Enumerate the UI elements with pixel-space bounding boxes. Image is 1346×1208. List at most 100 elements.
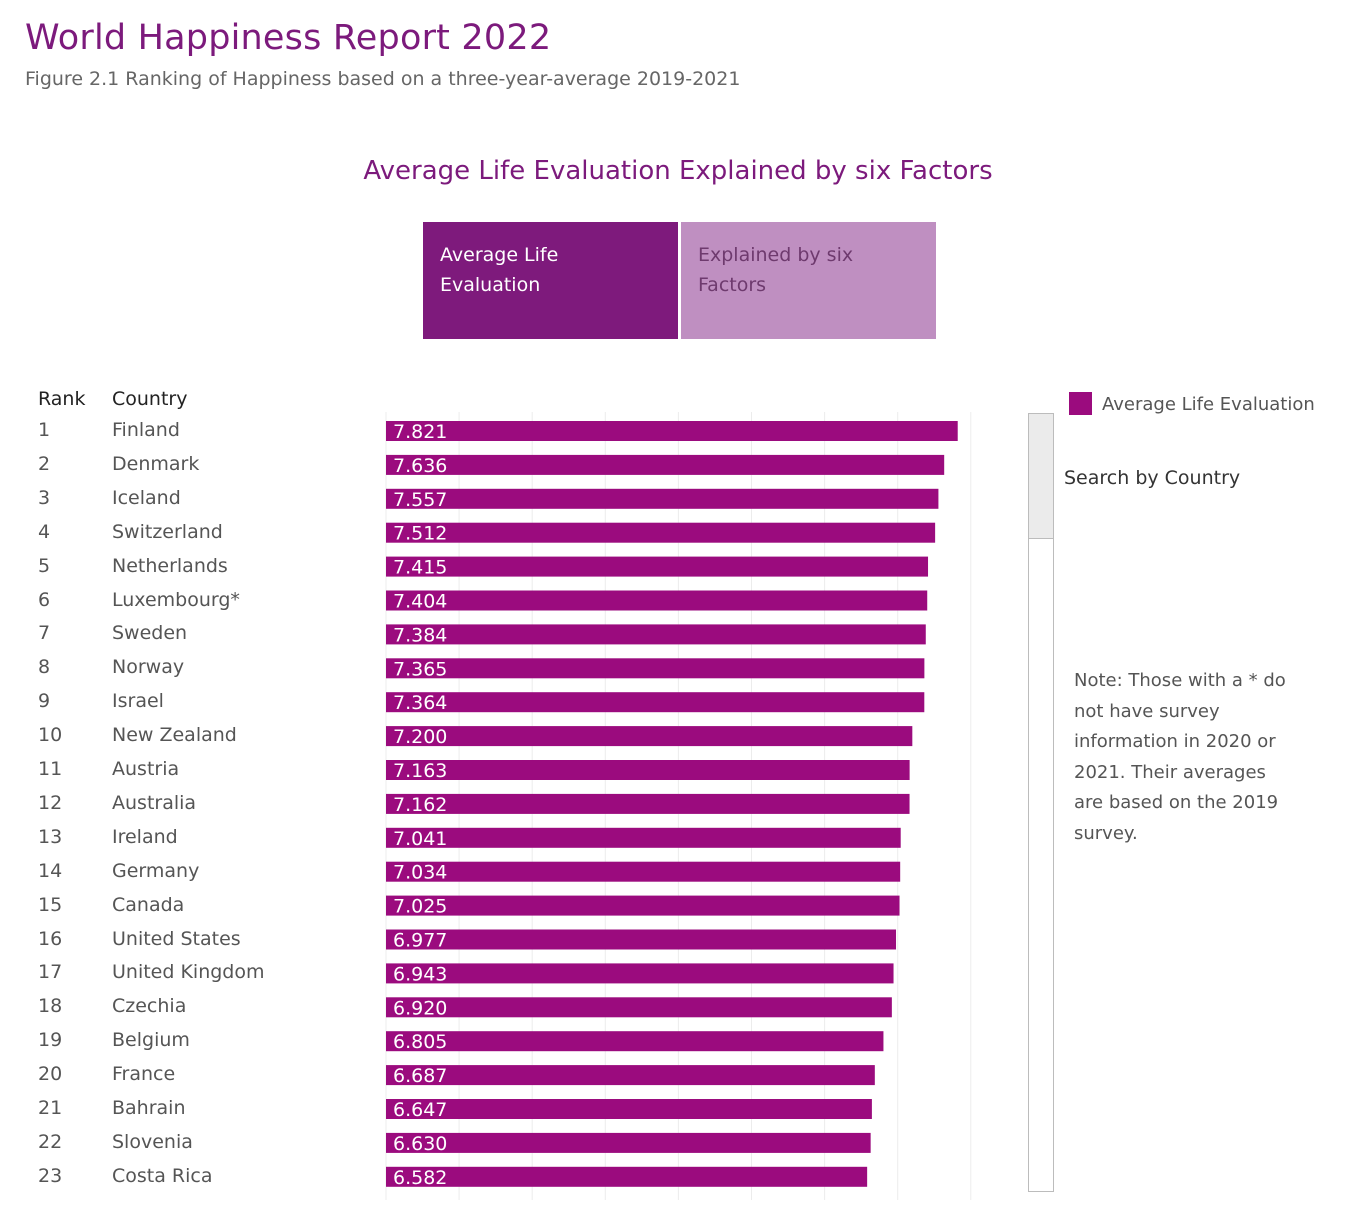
bar-czechia[interactable] [386,997,892,1018]
bar-israel[interactable] [386,692,925,713]
bar-value-label: 6.687 [393,1065,447,1087]
explained-by-six-factors-toggle[interactable]: Explained by six Factors [681,222,936,339]
country-column-header: Country [112,388,188,410]
page-title: World Happiness Report 2022 [25,18,552,58]
country-cell: Norway [112,656,185,679]
country-cell: United States [112,927,241,950]
rank-cell: 7 [38,622,51,645]
rank-column-header: Rank [38,388,86,410]
chart-heading: Average Life Evaluation Explained by six… [363,156,993,186]
rank-cell: 9 [38,690,51,713]
bar-new-zealand[interactable] [386,726,913,747]
bar-united-states[interactable] [386,929,897,950]
country-cell: Luxembourg* [112,588,240,611]
page-subtitle: Figure 2.1 Ranking of Happiness based on… [25,68,741,90]
bar-value-label: 7.041 [393,828,447,850]
rank-cell: 14 [38,859,63,882]
country-cell: Germany [112,859,200,882]
bar-france[interactable] [386,1065,875,1086]
bar-value-label: 7.025 [393,896,447,918]
bar-value-label: 7.034 [393,862,447,884]
rank-cell: 4 [38,520,51,543]
rank-cell: 5 [38,554,51,577]
average-life-evaluation-toggle-label: Average Life Evaluation [440,244,559,296]
bar-netherlands[interactable] [386,556,929,577]
rank-cell: 17 [38,961,63,984]
country-cell: Czechia [112,995,187,1018]
rank-cell: 11 [38,758,63,780]
bar-canada[interactable] [386,895,900,916]
rank-cell: 15 [38,893,63,916]
bar-finland[interactable] [386,421,958,441]
rank-cell: 12 [38,791,63,814]
country-cell: Australia [112,791,197,814]
rank-cell: 1 [38,419,51,441]
bar-belgium[interactable] [386,1031,884,1052]
rank-cell: 19 [38,1029,63,1052]
bar-value-label: 6.977 [393,930,447,952]
rank-cell: 8 [38,656,51,679]
bar-costa-rica[interactable] [386,1166,868,1187]
bar-value-label: 6.943 [393,963,447,985]
bar-value-label: 7.384 [393,624,447,646]
bar-value-label: 7.365 [393,658,447,680]
bar-germany[interactable] [386,861,901,882]
country-cell: New Zealand [112,724,237,747]
legend-label: Average Life Evaluation [1102,394,1315,415]
survey-note: Note: Those with a * do not have survey … [1074,670,1286,844]
country-cell: Slovenia [112,1130,193,1153]
search-by-country[interactable]: Search by Country [1064,467,1241,489]
country-cell: United Kingdom [112,961,265,984]
country-cell: France [112,1063,176,1086]
country-cell: Denmark [112,452,200,475]
country-cell: Finland [112,419,180,441]
country-cell: Canada [112,893,185,916]
bar-value-label: 6.630 [393,1133,447,1155]
rank-cell: 10 [38,724,63,747]
rank-cell: 2 [38,452,51,475]
rank-cell: 21 [38,1097,63,1119]
rank-cell: 16 [38,927,63,950]
bar-value-label: 6.647 [393,1099,447,1121]
bar-iceland[interactable] [386,488,939,509]
bar-australia[interactable] [386,793,910,814]
explained-by-six-factors-toggle-label: Explained by six Factors [698,244,854,296]
country-cell: Bahrain [112,1097,186,1119]
bar-value-label: 6.582 [393,1167,447,1189]
bar-sweden[interactable] [386,624,926,645]
bar-value-label: 7.512 [393,523,447,545]
country-cell: Austria [112,758,180,780]
rank-cell: 23 [38,1164,63,1187]
rank-cell: 3 [38,486,51,509]
rank-cell: 18 [38,995,63,1018]
bar-united-kingdom[interactable] [386,963,894,984]
country-cell: Costa Rica [112,1164,213,1187]
rank-cell: 20 [38,1063,63,1086]
country-cell: Belgium [112,1029,190,1052]
bar-value-label: 7.415 [393,557,447,579]
country-cell: Switzerland [112,520,223,543]
country-cell: Sweden [112,622,188,645]
bar-austria[interactable] [386,760,910,780]
bar-slovenia[interactable] [386,1132,871,1153]
bar-norway[interactable] [386,658,925,679]
bar-switzerland[interactable] [386,522,936,543]
bar-ireland[interactable] [386,827,901,848]
bar-value-label: 7.557 [393,489,447,511]
average-life-evaluation-toggle[interactable]: Average Life Evaluation [423,222,678,339]
country-cell: Iceland [112,486,181,509]
bar-value-label: 7.364 [393,692,447,714]
bar-value-label: 7.821 [393,421,447,443]
bar-luxembourg[interactable] [386,590,928,611]
bar-denmark[interactable] [386,454,945,475]
bar-value-label: 7.404 [393,591,447,613]
bar-bahrain[interactable] [386,1099,872,1119]
country-cell: Ireland [112,825,178,848]
bar-value-label: 6.805 [393,1031,447,1053]
bar-value-label: 7.636 [393,455,447,477]
country-cell: Israel [112,690,164,713]
scrollbar-thumb[interactable] [1029,414,1053,539]
rank-cell: 6 [38,588,51,611]
country-list-scrollbar[interactable] [1028,413,1054,1192]
rank-cell: 13 [38,825,63,848]
